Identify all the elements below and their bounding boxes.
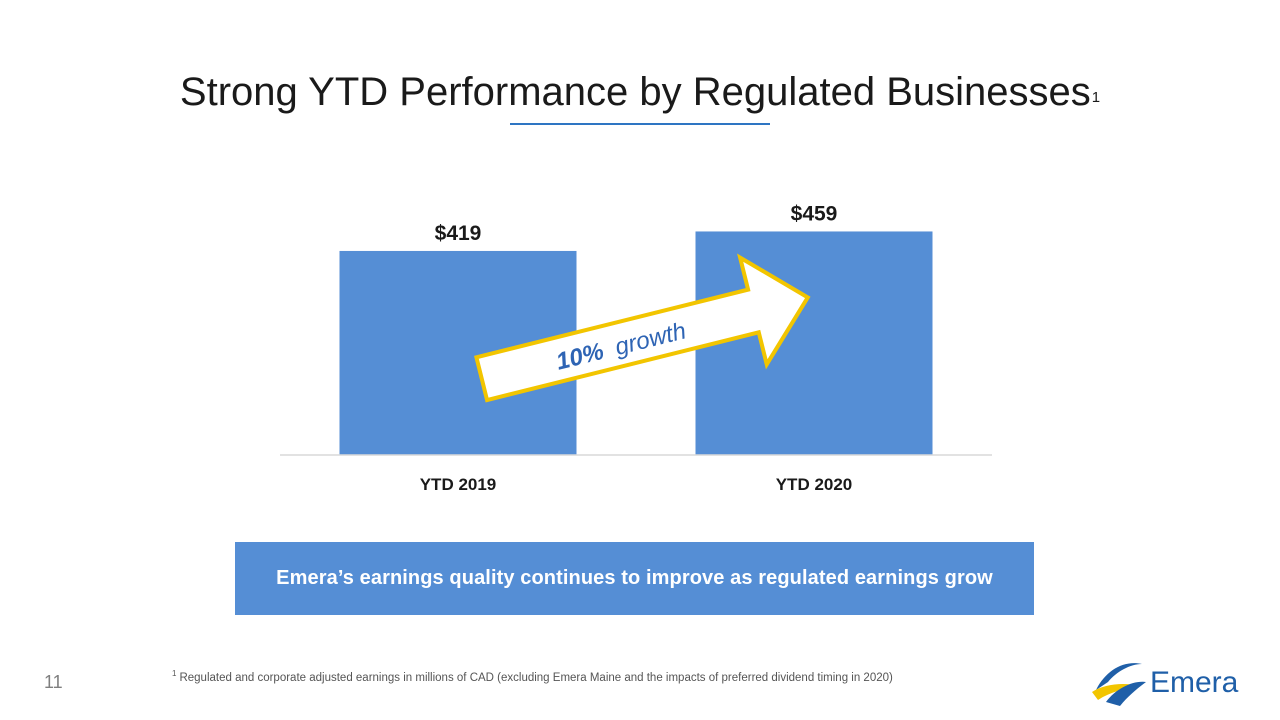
footnote-marker: 1 xyxy=(172,669,177,678)
emera-logo: Emera xyxy=(1092,663,1239,706)
emera-logo-text: Emera xyxy=(1150,666,1239,699)
slide-title-text: Strong YTD Performance by Regulated Busi… xyxy=(179,70,1091,114)
footnote: 1 Regulated and corporate adjusted earnin… xyxy=(172,669,893,684)
banner-text: Emera’s earnings quality continues to im… xyxy=(276,567,993,589)
growth-arrow: 10% growth xyxy=(474,253,811,403)
footnote-text: Regulated and corporate adjusted earning… xyxy=(179,671,893,684)
category-label: YTD 2019 xyxy=(420,475,497,494)
emera-logo-mark xyxy=(1092,663,1146,706)
key-message-banner: Emera’s earnings quality continues to im… xyxy=(235,542,1034,615)
title-footnote-marker: 1 xyxy=(1091,89,1101,106)
title-underline xyxy=(510,123,770,125)
bar-value-label: $419 xyxy=(435,222,482,245)
page-number: 11 xyxy=(44,672,63,692)
growth-arrow-shape xyxy=(474,253,811,403)
category-label: YTD 2020 xyxy=(776,475,853,494)
bar-ytd-2020 xyxy=(695,231,933,455)
slide-title: Strong YTD Performance by Regulated Busi… xyxy=(0,66,1280,118)
bar-value-label: $459 xyxy=(791,202,838,225)
